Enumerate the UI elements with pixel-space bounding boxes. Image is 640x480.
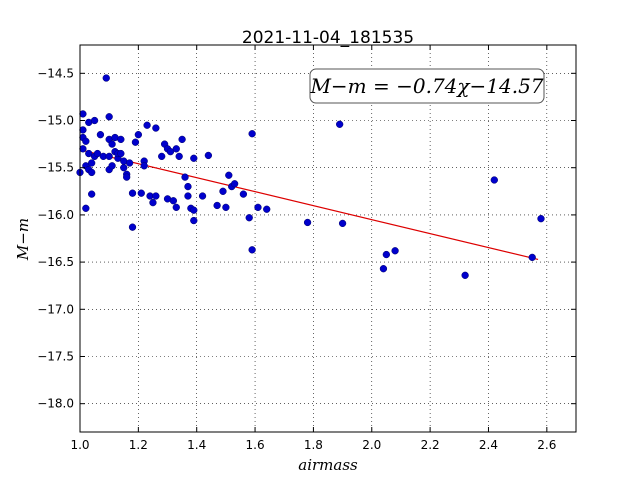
data-point [88, 168, 96, 177]
data-point [263, 205, 271, 213]
data-point [198, 192, 207, 200]
data-point [88, 159, 96, 167]
data-point [128, 189, 137, 197]
data-point [79, 126, 87, 134]
x-axis-ticks: 1.0 1.2 1.4 1.6 1.8 2.0 2.2 2.4 2.6 [70, 45, 556, 452]
data-point [140, 162, 148, 170]
y-tick-label: −15.5 [37, 161, 74, 175]
data-point [125, 159, 134, 167]
data-point [225, 171, 233, 179]
x-tick-label: 1.6 [246, 438, 265, 452]
plot-frame [79, 44, 577, 433]
data-point [117, 149, 125, 158]
data-point [149, 198, 157, 207]
data-point [184, 192, 192, 200]
data-point [181, 173, 189, 181]
data-point [178, 135, 186, 144]
data-point [190, 154, 198, 162]
x-tick-label: 2.2 [421, 438, 440, 452]
chart-title: 2021-11-04_181535 [242, 28, 414, 48]
data-point [108, 140, 116, 148]
data-point [152, 124, 160, 132]
data-point [143, 121, 151, 129]
data-point [79, 145, 87, 153]
data-point [137, 189, 145, 197]
data-point [190, 206, 198, 214]
y-tick-label: −18.0 [37, 397, 74, 411]
data-point [379, 265, 388, 273]
data-point [169, 197, 178, 205]
data-point [79, 110, 87, 118]
data-point [222, 203, 230, 212]
annotation-text: M−m = −0.74χ−14.57 [309, 74, 543, 98]
data-point [190, 216, 198, 225]
y-tick-label: −14.5 [37, 66, 74, 80]
data-point [102, 74, 110, 82]
data-point [184, 182, 192, 191]
data-point [134, 131, 143, 139]
data-point [336, 120, 344, 128]
y-tick-label: −17.5 [37, 349, 74, 363]
data-point [175, 152, 183, 161]
data-point [254, 203, 262, 212]
data-point [248, 246, 256, 254]
x-tick-label: 2.4 [479, 438, 498, 452]
data-point [158, 152, 166, 161]
data-point [85, 149, 93, 158]
data-point [461, 271, 469, 279]
data-point [338, 219, 347, 228]
grid-lines [79, 45, 576, 432]
x-tick-label: 2.0 [362, 438, 381, 452]
data-point [303, 218, 312, 227]
data-point [117, 135, 125, 144]
x-tick-label: 1.4 [187, 438, 206, 452]
data-point [230, 180, 239, 188]
data-point [128, 223, 137, 231]
data-point [152, 192, 160, 200]
x-tick-label: 1.2 [129, 438, 148, 452]
data-point [245, 214, 253, 222]
annotation-box [309, 68, 545, 104]
data-point [219, 187, 227, 195]
data-point [382, 250, 391, 259]
data-point [248, 130, 256, 138]
data-point [172, 145, 180, 153]
y-tick-label: −16.5 [37, 255, 74, 269]
data-point [123, 173, 131, 181]
data-point [93, 149, 102, 158]
data-point [490, 176, 498, 184]
data-points [76, 74, 545, 279]
data-point [239, 190, 248, 198]
data-point [108, 162, 116, 170]
data-point [88, 190, 96, 198]
fit-equation-annotation: M−m = −0.74χ−14.57 [309, 68, 545, 104]
data-point [120, 164, 128, 172]
y-axis-label: M−m [14, 218, 32, 261]
data-point [82, 137, 90, 145]
y-axis-ticks: −14.5 −15.0 −15.5 −16.0 −16.5 −17.0 −17.5 −18.0 [37, 66, 576, 411]
data-point [96, 131, 105, 139]
x-axis-label: airmass [298, 456, 358, 474]
data-point [537, 215, 545, 223]
data-point [172, 203, 180, 212]
fit-line [79, 149, 539, 261]
data-point [105, 113, 113, 121]
data-point [213, 201, 221, 210]
y-tick-label: −16.0 [37, 208, 74, 222]
data-point [528, 253, 536, 262]
y-tick-label: −15.0 [37, 114, 74, 128]
data-point [204, 151, 213, 160]
data-point [166, 148, 175, 156]
x-tick-label: 2.6 [537, 438, 556, 452]
x-tick-label: 1.0 [70, 438, 89, 452]
data-point [131, 138, 140, 146]
data-point [105, 152, 113, 161]
data-point [391, 247, 399, 255]
x-tick-label: 1.8 [304, 438, 323, 452]
data-point [82, 204, 90, 212]
y-tick-label: −17.0 [37, 302, 74, 316]
data-point [90, 116, 99, 125]
